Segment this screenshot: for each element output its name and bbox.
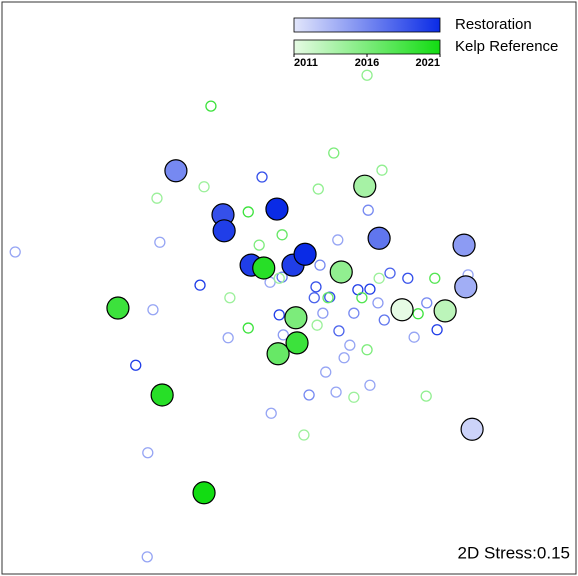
colorbar-tick-label: 2016 bbox=[355, 57, 379, 69]
sample-point bbox=[338, 352, 350, 364]
sample-point bbox=[333, 325, 345, 337]
centroid-point bbox=[285, 331, 309, 355]
sample-point bbox=[310, 281, 322, 293]
centroid-point bbox=[390, 298, 414, 322]
sample-point bbox=[317, 307, 329, 319]
sample-point bbox=[431, 324, 443, 336]
sample-point bbox=[242, 322, 254, 334]
sample-point bbox=[273, 309, 285, 321]
legend-label: Kelp Reference bbox=[455, 38, 558, 55]
sample-point bbox=[348, 307, 360, 319]
sample-point bbox=[314, 259, 326, 271]
sample-point bbox=[378, 314, 390, 326]
sample-point bbox=[344, 339, 356, 351]
sample-point bbox=[154, 236, 166, 248]
sample-point bbox=[298, 429, 310, 441]
points bbox=[9, 69, 484, 563]
centroid-point bbox=[212, 219, 236, 243]
centroid-point bbox=[284, 306, 308, 330]
centroid-point bbox=[460, 417, 484, 441]
sample-point bbox=[364, 283, 376, 295]
centroid-point bbox=[353, 174, 377, 198]
sample-point bbox=[384, 267, 396, 279]
sample-point bbox=[265, 407, 277, 419]
sample-point bbox=[330, 386, 342, 398]
sample-point bbox=[364, 379, 376, 391]
centroid-point bbox=[433, 299, 457, 323]
centroid-point bbox=[150, 383, 174, 407]
sample-point bbox=[142, 447, 154, 459]
sample-point bbox=[402, 272, 414, 284]
colorbar bbox=[293, 17, 441, 33]
centroid-point bbox=[106, 296, 130, 320]
centroid-point bbox=[329, 260, 353, 284]
sample-point bbox=[373, 272, 385, 284]
sample-point bbox=[277, 329, 289, 341]
legend-label: Restoration bbox=[455, 16, 532, 33]
sample-point bbox=[242, 206, 254, 218]
sample-point bbox=[408, 331, 420, 343]
colorbar-tick-label: 2011 bbox=[294, 57, 318, 69]
sample-point bbox=[322, 292, 334, 304]
sample-point bbox=[308, 292, 320, 304]
sample-point bbox=[429, 272, 441, 284]
sample-point bbox=[328, 147, 340, 159]
sample-point bbox=[376, 164, 388, 176]
sample-point bbox=[361, 344, 373, 356]
centroid-point bbox=[265, 197, 289, 221]
centroid-point bbox=[192, 481, 216, 505]
sample-point bbox=[348, 391, 360, 403]
centroid-point bbox=[293, 242, 317, 266]
sample-point bbox=[147, 304, 159, 316]
sample-point bbox=[222, 332, 234, 344]
centroid-point bbox=[454, 275, 478, 299]
centroid-point bbox=[266, 342, 290, 366]
sample-point bbox=[151, 192, 163, 204]
sample-point bbox=[311, 319, 323, 331]
sample-point bbox=[198, 181, 210, 193]
colorbar-tick-label: 2021 bbox=[416, 57, 440, 69]
sample-point bbox=[194, 279, 206, 291]
sample-point bbox=[421, 297, 433, 309]
sample-point bbox=[362, 204, 374, 216]
sample-point bbox=[303, 389, 315, 401]
sample-point bbox=[256, 171, 268, 183]
sample-point bbox=[312, 183, 324, 195]
centroid-point bbox=[367, 226, 391, 250]
sample-point bbox=[372, 297, 384, 309]
sample-point bbox=[9, 246, 21, 258]
sample-point bbox=[253, 239, 265, 251]
sample-point bbox=[205, 100, 217, 112]
sample-point bbox=[361, 69, 373, 81]
sample-point bbox=[141, 551, 153, 563]
sample-point bbox=[356, 292, 368, 304]
sample-point bbox=[420, 390, 432, 402]
sample-point bbox=[320, 366, 332, 378]
sample-point bbox=[224, 292, 236, 304]
stress-annotation: 2D Stress:0.15 bbox=[458, 543, 570, 562]
sample-point bbox=[130, 359, 142, 371]
sample-point bbox=[412, 308, 424, 320]
centroid-point bbox=[164, 159, 188, 183]
legend: Restoration Kelp Reference 2011 2016 2021 bbox=[293, 16, 558, 69]
sample-point bbox=[276, 229, 288, 241]
colorbar bbox=[293, 39, 441, 55]
sample-point bbox=[332, 234, 344, 246]
centroid-point bbox=[452, 233, 476, 257]
sample-point bbox=[273, 272, 285, 284]
centroid-point bbox=[252, 256, 276, 280]
